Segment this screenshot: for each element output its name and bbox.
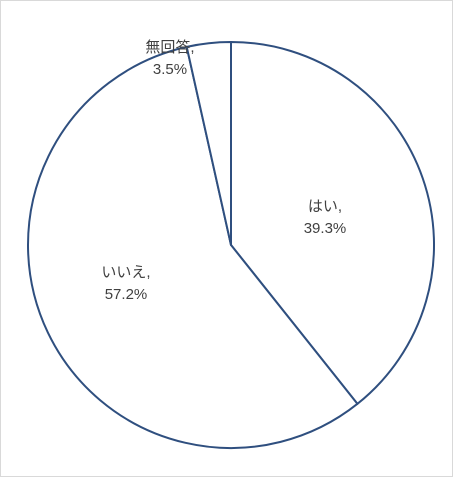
slice-hai-label: はい, bbox=[308, 198, 342, 215]
slice-mukaitou-value-label: 3.5% bbox=[153, 61, 187, 78]
slice-mukaitou bbox=[185, 41, 232, 246]
slice-mukaitou-label: 無回答, bbox=[145, 39, 194, 56]
slice-hai-value-label: 39.3% bbox=[304, 220, 347, 237]
slice-iie bbox=[27, 45, 359, 449]
slice-iie-label: いいえ, bbox=[101, 264, 150, 281]
slice-hai bbox=[230, 41, 435, 405]
slice-iie-value-label: 57.2% bbox=[105, 286, 148, 303]
